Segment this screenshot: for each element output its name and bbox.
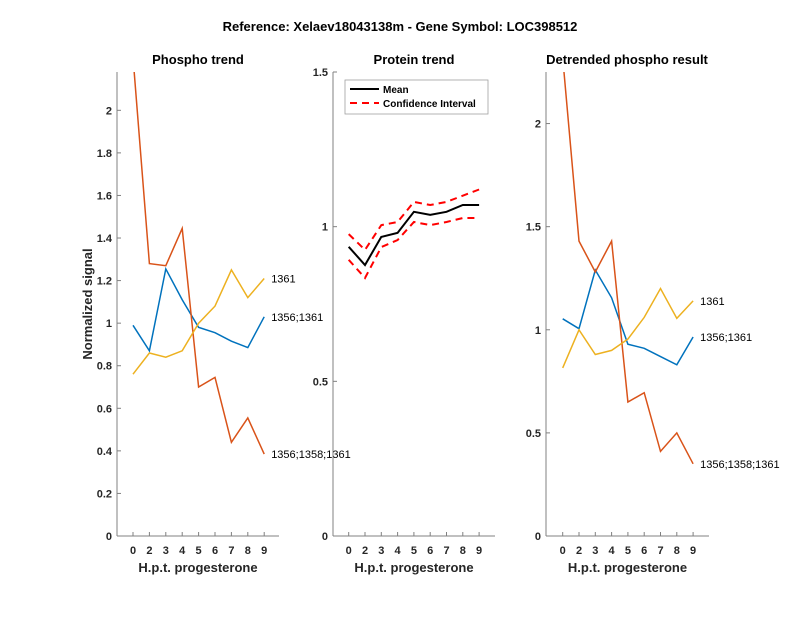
y-tick-label: 2 xyxy=(106,105,112,117)
y-tick-label: 0 xyxy=(322,531,328,543)
x-tick-label: 7 xyxy=(657,545,663,557)
series-line-1361 xyxy=(132,268,265,375)
x-tick-label: 4 xyxy=(395,545,402,557)
y-axis-label: Normalized signal xyxy=(80,248,95,359)
series-line-1356-1361 xyxy=(562,268,694,366)
legend: Mean Confidence Interval xyxy=(344,79,489,115)
series-group xyxy=(562,72,694,465)
series-line-1356-1358-1361 xyxy=(133,72,265,455)
y-tick-label: 0.6 xyxy=(97,403,112,415)
x-tick-label: 8 xyxy=(245,545,251,557)
x-tick-label: 6 xyxy=(212,545,218,557)
series-end-label: 1356;1361 xyxy=(271,312,323,324)
y-tick-label: 0 xyxy=(106,531,112,543)
series-line-1356-1358-1361 xyxy=(563,72,694,465)
x-tick-label: 3 xyxy=(163,545,169,557)
series-end-label: 1361 xyxy=(700,296,724,308)
x-tick-label: 3 xyxy=(592,545,598,557)
x-tick-label: 4 xyxy=(609,545,616,557)
x-axis-label: H.p.t. progesterone xyxy=(138,560,257,575)
x-tick-label: 8 xyxy=(674,545,680,557)
series-line-mean xyxy=(347,204,480,267)
x-axis-label: H.p.t. progesterone xyxy=(354,560,473,575)
x-tick-label: 8 xyxy=(460,545,466,557)
figure-title: Reference: Xelaev18043138m - Gene Symbol… xyxy=(223,19,578,34)
x-axis-label: H.p.t. progesterone xyxy=(568,560,687,575)
x-tick-label: 7 xyxy=(443,545,449,557)
y-tick-label: 0.2 xyxy=(97,488,112,500)
panel-title: Protein trend xyxy=(374,52,455,67)
panels: Phospho trend 0 0.2 0.4 0.6 0.8 1 1.2 1.4 1.6 1.8 2… xyxy=(80,52,780,575)
y-tick-label: 1.5 xyxy=(313,67,328,79)
x-tick-label: 5 xyxy=(625,545,631,557)
y-tick-label: 0.5 xyxy=(313,376,328,388)
x-tick-label: 9 xyxy=(476,545,482,557)
y-tick-label: 0.4 xyxy=(97,446,113,458)
x-tick-label: 4 xyxy=(179,545,186,557)
series-group xyxy=(347,188,480,280)
y-tick-label: 1.5 xyxy=(526,222,541,234)
legend-box xyxy=(344,79,489,115)
series-group xyxy=(132,72,265,455)
panel-title: Detrended phospho result xyxy=(546,52,708,67)
x-tick-label: 7 xyxy=(228,545,234,557)
y-tick-label: 1.8 xyxy=(97,148,112,160)
x-tick-label: 9 xyxy=(261,545,267,557)
y-tick-label: 0.5 xyxy=(526,428,541,440)
series-line-confidence-interval-lower- xyxy=(347,217,480,280)
x-tick-label: 2 xyxy=(576,545,582,557)
y-tick-label: 2 xyxy=(535,119,541,131)
x-tick-label: 0 xyxy=(560,545,566,557)
x-tick-label: 2 xyxy=(362,545,368,557)
y-tick-label: 1 xyxy=(106,318,112,330)
y-tick-label: 1.4 xyxy=(97,233,113,245)
x-tick-label: 9 xyxy=(690,545,696,557)
y-tick-label: 1 xyxy=(535,325,541,337)
x-tick-label: 2 xyxy=(146,545,152,557)
x-tick-label: 5 xyxy=(411,545,417,557)
y-tick-label: 0.8 xyxy=(97,361,112,373)
x-tick-label: 0 xyxy=(346,545,352,557)
panel-1: Phospho trend 0 0.2 0.4 0.6 0.8 1 1.2 1.4 1.6 1.8 2… xyxy=(80,52,351,575)
y-tick-label: 1.2 xyxy=(97,276,112,288)
series-end-label: 1356;1358;1361 xyxy=(700,459,780,471)
x-tick-label: 3 xyxy=(378,545,384,557)
series-end-label: 1356;1358;1361 xyxy=(271,449,351,461)
y-tick-label: 0 xyxy=(535,531,541,543)
x-tick-label: 6 xyxy=(641,545,647,557)
series-end-label: 1356;1361 xyxy=(700,332,752,344)
series-end-label: 1361 xyxy=(271,273,295,285)
legend-label-mean: Mean xyxy=(383,85,409,96)
x-tick-label: 0 xyxy=(130,545,136,557)
series-line-1356-1361 xyxy=(132,266,265,353)
x-tick-label: 5 xyxy=(196,545,202,557)
x-tick-label: 6 xyxy=(427,545,433,557)
y-tick-label: 1.6 xyxy=(97,190,112,202)
legend-label-ci: Confidence Interval xyxy=(383,99,476,110)
series-line-1361 xyxy=(562,286,694,369)
panel-title: Phospho trend xyxy=(152,52,244,67)
y-tick-label: 1 xyxy=(322,222,328,234)
